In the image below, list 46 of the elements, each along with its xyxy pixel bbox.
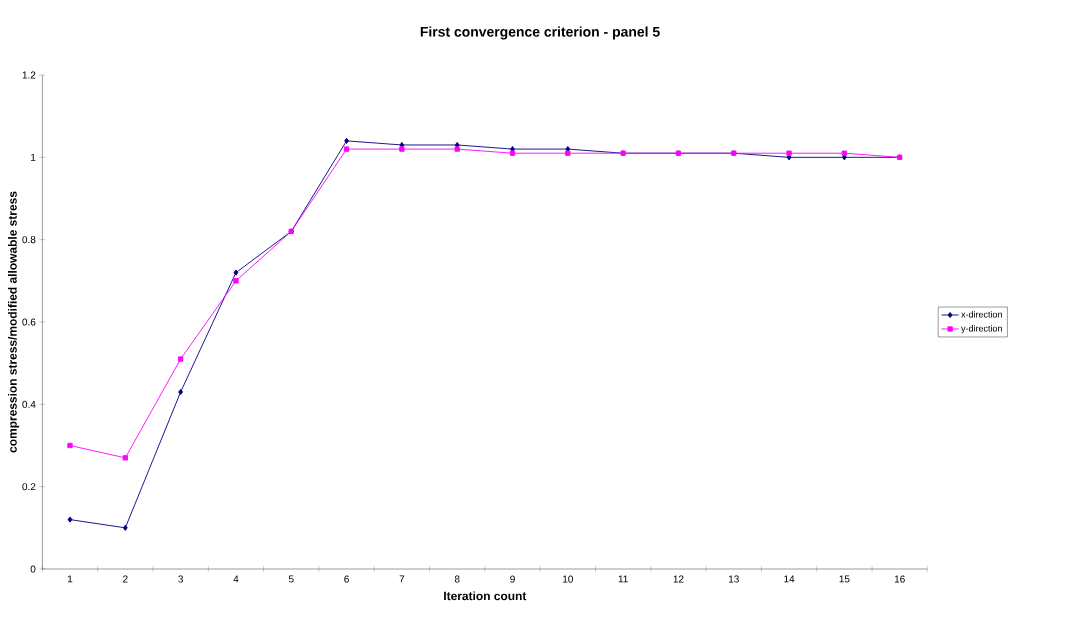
point bbox=[399, 146, 405, 152]
x-tick-label: 4 bbox=[233, 575, 239, 583]
point bbox=[233, 278, 239, 284]
chart-title: First convergence criterion - panel 5 bbox=[420, 26, 660, 40]
point bbox=[122, 455, 128, 461]
x-tick-label: 15 bbox=[839, 575, 850, 583]
legend-label: y-direction bbox=[961, 324, 1002, 334]
point bbox=[786, 150, 792, 156]
point bbox=[565, 150, 571, 156]
x-tick-label: 7 bbox=[399, 575, 405, 583]
point bbox=[67, 442, 73, 449]
x-tick-label: 10 bbox=[563, 575, 573, 583]
x-tick-label: 8 bbox=[454, 575, 460, 583]
y-axis-title: compression stress/modified allowable stress bbox=[8, 191, 20, 453]
point bbox=[454, 146, 460, 152]
x-tick-label: 6 bbox=[344, 575, 349, 583]
x-tick-label: 9 bbox=[510, 575, 515, 583]
y-tick-label: 0.8 bbox=[22, 236, 36, 244]
y-tick-label: 0.2 bbox=[22, 483, 36, 491]
x-tick-label: 16 bbox=[894, 575, 905, 583]
point bbox=[344, 137, 349, 144]
point bbox=[509, 150, 516, 156]
x-tick-label: 3 bbox=[178, 575, 183, 583]
x-tick-label: 13 bbox=[728, 575, 739, 583]
point bbox=[67, 516, 73, 523]
x-tick-label: 14 bbox=[784, 575, 795, 583]
point bbox=[841, 154, 847, 161]
point bbox=[233, 269, 239, 276]
point bbox=[177, 356, 184, 362]
x-axis-title: Iteration count bbox=[444, 591, 527, 601]
y-tick-label: 1 bbox=[31, 153, 36, 161]
point bbox=[343, 146, 350, 152]
point bbox=[841, 150, 848, 156]
x-tick-label: 5 bbox=[288, 575, 294, 583]
x-tick-label: 1 bbox=[68, 575, 73, 583]
point bbox=[178, 388, 184, 396]
y-tick-label: 0 bbox=[30, 565, 36, 573]
point bbox=[122, 524, 128, 531]
y-tick-label: 0.6 bbox=[22, 318, 36, 326]
x-tick-label: 12 bbox=[673, 575, 684, 583]
y-tick-label: 0.4 bbox=[22, 400, 36, 408]
x-tick-label: 2 bbox=[123, 575, 128, 583]
x-tick-label: 11 bbox=[618, 575, 628, 583]
point bbox=[786, 154, 792, 161]
y-tick-label: 1.2 bbox=[22, 71, 36, 79]
legend-label: x-direction bbox=[961, 311, 1002, 318]
